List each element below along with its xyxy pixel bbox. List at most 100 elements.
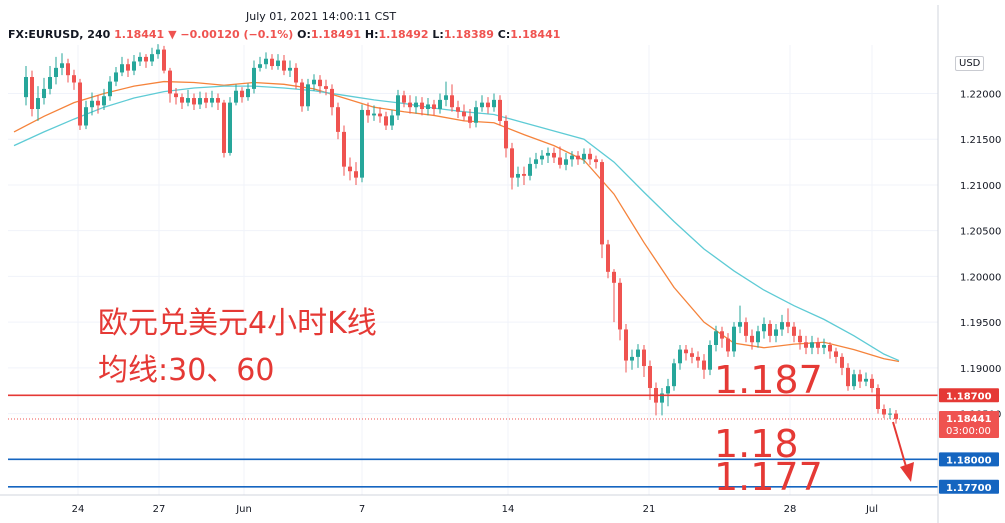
candle-body: [786, 322, 790, 327]
candle-body: [348, 166, 352, 172]
candle-body: [246, 88, 250, 98]
candle-body: [24, 77, 28, 98]
candle-body: [66, 63, 70, 76]
candle-body: [816, 342, 820, 348]
close-label: C:: [497, 28, 511, 41]
candle-body: [690, 353, 694, 357]
candle-body: [600, 162, 604, 245]
candle-body: [768, 323, 772, 336]
price-change: −0.00120 (−0.1%): [180, 28, 294, 41]
y-tick-label: 1.19500: [960, 318, 1001, 329]
candle-body: [96, 100, 100, 106]
candle-body: [456, 107, 460, 112]
candle-body: [846, 367, 850, 387]
candle-body: [462, 111, 466, 117]
candle-body: [486, 102, 490, 108]
candle-body: [648, 366, 652, 388]
price-tag-label: 1.17700: [946, 483, 992, 494]
candle-body: [156, 49, 160, 55]
candle-body: [702, 360, 706, 370]
x-tick-label: 7: [359, 504, 365, 515]
candle-body: [540, 155, 544, 160]
candle-body: [54, 67, 58, 78]
currency-button[interactable]: USD: [955, 56, 985, 71]
candle-body: [636, 349, 640, 357]
candle-body: [894, 413, 898, 420]
candle-body: [120, 64, 124, 73]
ma-line-30: [13, 80, 900, 363]
candle-body: [522, 173, 526, 176]
candle-body: [840, 356, 844, 368]
candle-body: [822, 345, 826, 348]
candle-body: [402, 95, 406, 103]
candle-body: [504, 120, 508, 149]
candle-body: [240, 90, 244, 98]
candle-body: [216, 98, 220, 103]
y-tick-label: 1.21000: [960, 181, 1001, 192]
candle-body: [294, 67, 298, 83]
extras: [892, 421, 914, 482]
y-tick-label: 1.19000: [960, 364, 1001, 375]
y-tick-label: 1.20500: [960, 227, 1001, 238]
candle-body: [72, 75, 76, 83]
last-price-tag: [939, 410, 999, 438]
candle-body: [762, 323, 766, 332]
y-tick-label: 1.22000: [960, 89, 1001, 100]
candle-body: [678, 349, 682, 364]
candle-body: [552, 152, 556, 158]
candle-body: [498, 99, 502, 121]
last-price: 1.18441: [114, 28, 165, 41]
level-label-1: 1.187: [714, 358, 823, 402]
candle-body: [792, 326, 796, 336]
down-arrow-icon: ▼: [168, 28, 177, 41]
candle-body: [180, 97, 184, 103]
candle-body: [102, 96, 106, 106]
candle-body: [864, 378, 868, 382]
candle-body: [276, 60, 280, 67]
open-label: O:: [297, 28, 311, 41]
symbol-label[interactable]: FX:EURUSD, 240: [8, 28, 111, 41]
candle-body: [684, 349, 688, 354]
candle-body: [144, 56, 148, 62]
candle-body: [750, 335, 754, 343]
candle-body: [618, 282, 622, 330]
candle-body: [474, 107, 478, 123]
x-tick-label: 27: [153, 504, 166, 515]
candle-body: [870, 378, 874, 388]
candle-body: [342, 131, 346, 167]
candles: [24, 44, 898, 424]
candle-body: [594, 159, 598, 163]
forecast-arrow-line: [892, 421, 908, 471]
candle-body: [60, 63, 64, 68]
level-label-3: 1.177: [714, 455, 823, 499]
candle-body: [360, 109, 364, 178]
candle-body: [138, 56, 142, 62]
candle-body: [48, 77, 52, 89]
candle-body: [876, 387, 880, 410]
candle-body: [516, 173, 520, 178]
y-tick-label: 1.20000: [960, 272, 1001, 283]
x-tick-label: Jun: [235, 504, 252, 515]
horizontal-lines: [8, 394, 938, 488]
candle-body: [186, 98, 190, 103]
header-ohlc: FX:EURUSD, 240 1.18441 ▼ −0.00120 (−0.1%…: [8, 28, 560, 41]
last-price-tag-label: 1.18441: [946, 414, 992, 425]
candle-body: [264, 58, 268, 65]
candle-body: [288, 67, 292, 71]
candle-body: [468, 116, 472, 123]
axes: 1.22000 1.21500 1.21000 1.20500 1.20000 1.195…: [0, 5, 1001, 523]
candle-body: [336, 107, 340, 132]
candle-body: [726, 338, 730, 352]
candle-body: [714, 331, 718, 345]
candle-body: [696, 356, 700, 361]
candle-body: [300, 82, 304, 107]
x-tick-label: Jul: [865, 504, 878, 515]
candle-body: [882, 409, 886, 415]
candle-body: [798, 335, 802, 343]
candle-body: [432, 104, 436, 110]
candle-body: [36, 98, 40, 110]
candle-body: [84, 107, 88, 126]
candle-body: [354, 171, 358, 178]
candle-body: [564, 159, 568, 165]
